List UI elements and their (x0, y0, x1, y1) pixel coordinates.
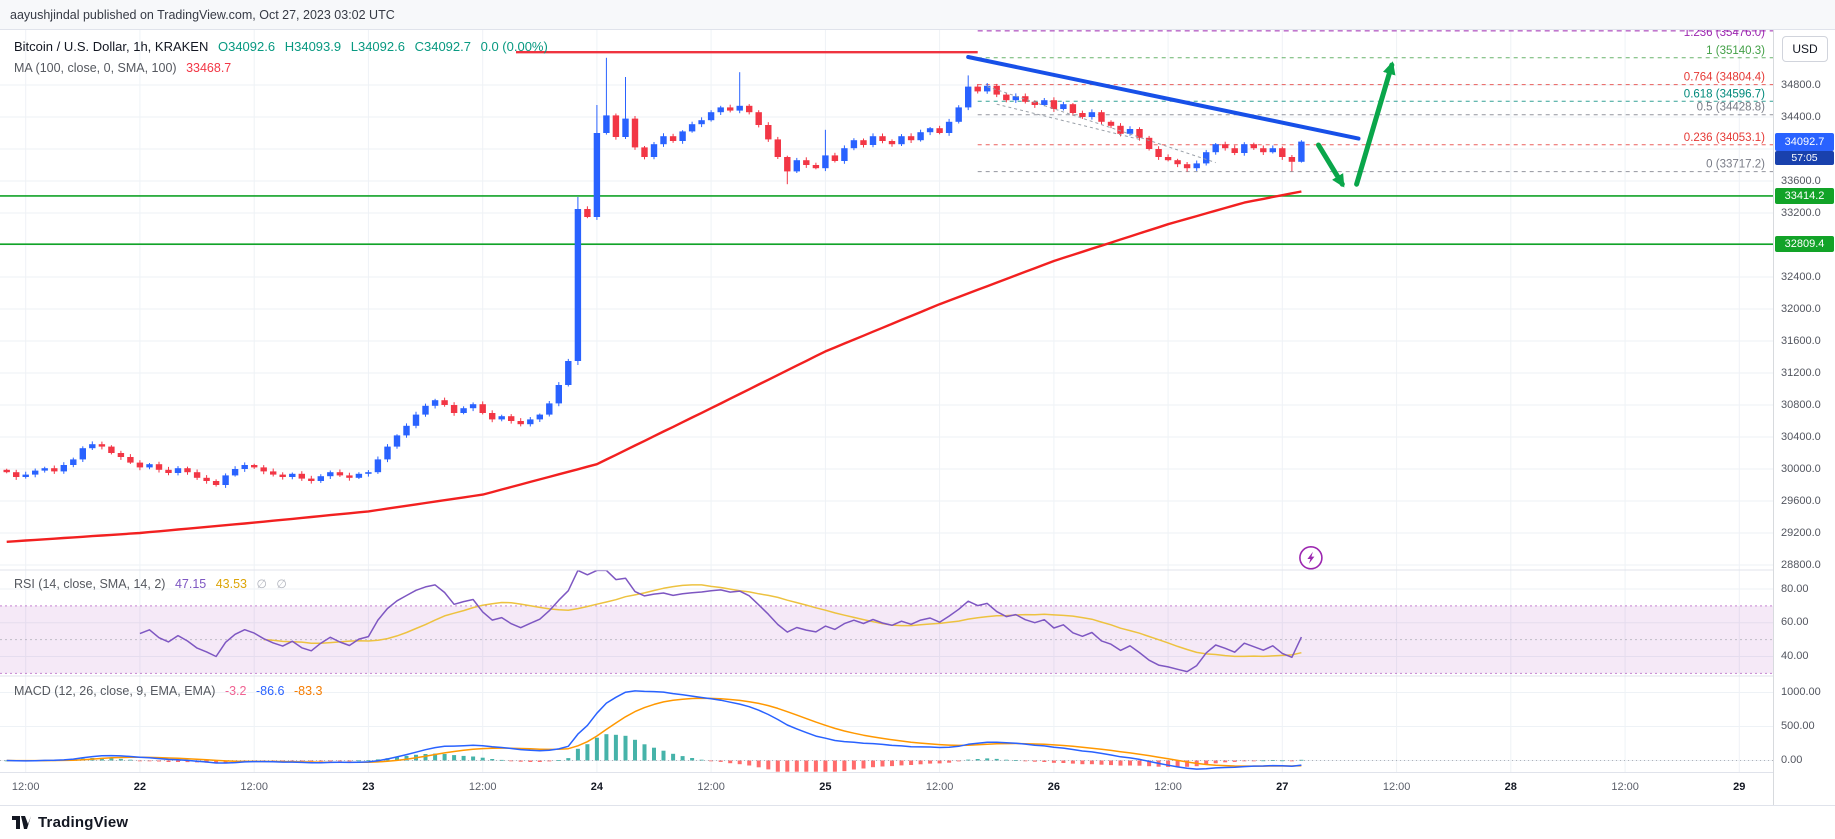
rsi-line (139, 569, 1303, 673)
time-label: 23 (362, 781, 375, 793)
time-label: 12:00 (468, 781, 497, 793)
support-price-flag: 32809.4 (1775, 236, 1834, 253)
candles (3, 57, 1305, 488)
ohlc-high: H34093.9 (284, 39, 342, 54)
price-tick-label: 33200.0 (1781, 206, 1821, 219)
symbol-title: Bitcoin / U.S. Dollar, 1h, KRAKEN (14, 39, 209, 54)
price-tick-label: 32000.0 (1781, 302, 1821, 315)
rsi-legend-label: RSI (14, close, SMA, 14, 2) (14, 577, 166, 591)
price-scale[interactable]: USD 34092.7 57:05 34800.034400.034000.03… (1773, 30, 1835, 805)
lightning-glyph (1307, 551, 1315, 564)
macd-line (6, 690, 1302, 770)
fib-level-label: 0.618 (34596.7) (1684, 88, 1765, 100)
time-scale[interactable]: 12:00 22 12:00 23 12:00 24 12:00 25 12:00 26 12:00… (0, 772, 1773, 805)
currency-button[interactable]: USD (1782, 36, 1828, 62)
time-label: 12:00 (697, 781, 725, 793)
price-tick-label: 31200.0 (1781, 366, 1821, 379)
price-tick-label: 28800.0 (1781, 558, 1821, 571)
ohlc-low: L34092.6 (350, 39, 405, 54)
time-label: 12:00 (1382, 781, 1411, 793)
macd-tick-label: 1000.00 (1781, 686, 1821, 698)
macd-legend-label: MACD (12, 26, close, 9, EMA, EMA) (14, 684, 216, 698)
time-label: 27 (1276, 781, 1289, 793)
hidden-series-icon: ∅ (276, 577, 287, 591)
rsi-legend: RSI (14, close, SMA, 14, 2) 47.15 43.53 … (14, 577, 293, 591)
current-price-flag: 34092.7 (1775, 132, 1834, 151)
rsi-tick-label: 60.00 (1781, 616, 1809, 629)
price-tick-label: 29600.0 (1781, 494, 1821, 507)
time-label: 12:00 (1154, 781, 1182, 793)
macd-signal-value: -83.3 (293, 684, 323, 698)
price-tick-label: 32400.0 (1781, 270, 1821, 283)
time-label: 25 (819, 781, 832, 793)
fib-level-label: 0.5 (34428.8) (1697, 102, 1766, 114)
macd-signal-line (6, 697, 1302, 767)
ohlc-open: O34092.6 (217, 39, 276, 54)
hidden-series-icon: ∅ (256, 577, 267, 591)
macd-tick-label: 500.00 (1781, 720, 1815, 732)
symbol-legend: Bitcoin / U.S. Dollar, 1h, KRAKEN O34092… (14, 39, 554, 54)
time-label: 28 (1504, 781, 1517, 793)
publish-watermark-bar: aayushjindal published on TradingView.co… (0, 0, 1835, 30)
rsi-tick-label: 40.00 (1781, 650, 1809, 662)
time-label: 12:00 (1611, 781, 1639, 793)
projection-arrow[interactable] (1354, 61, 1396, 187)
price-tick-label: 34400.0 (1781, 110, 1821, 123)
ma-legend-value: 33468.7 (186, 61, 232, 75)
time-label: 12:00 (11, 781, 40, 793)
macd-legend: MACD (12, 26, close, 9, EMA, EMA) -3.2 -… (14, 684, 328, 698)
tradingview-brand: TradingView (38, 814, 129, 831)
descending-trendline[interactable] (966, 55, 1361, 141)
fib-level-label: 0.236 (34053.1) (1684, 132, 1765, 144)
ohlc-change: 0.0 (0.00%) (480, 39, 548, 54)
time-label: 22 (133, 781, 147, 793)
time-label: 24 (590, 781, 604, 793)
price-tick-label: 30800.0 (1781, 398, 1821, 411)
time-label: 26 (1047, 781, 1061, 793)
price-tick-label: 30400.0 (1781, 430, 1821, 443)
bar-countdown-flag: 57:05 (1775, 150, 1834, 165)
dashed-guide-line[interactable] (996, 103, 1140, 140)
macd-hist-value: -3.2 (224, 684, 247, 698)
tradingview-logo-icon (12, 816, 31, 829)
rsi-ma-line (263, 584, 1302, 658)
time-label: 12:00 (240, 781, 268, 793)
ma100-line (6, 190, 1302, 543)
rsi-value: 47.15 (174, 577, 207, 591)
fib-level-label: 0 (33717.2) (1706, 159, 1765, 171)
price-tick-label: 29200.0 (1781, 526, 1821, 539)
time-label: 29 (1733, 781, 1746, 793)
footer-bar: TradingView (0, 805, 1835, 839)
price-tick-label: 34800.0 (1781, 78, 1821, 91)
dashed-guide-line[interactable] (987, 86, 1216, 164)
fib-level-label: 0.764 (34804.4) (1684, 72, 1765, 84)
support-price-flag: 33414.2 (1775, 187, 1834, 204)
watermark-text: aayushjindal published on TradingView.co… (10, 7, 395, 22)
macd-value: -86.6 (255, 684, 285, 698)
macd-tick-label: 0.00 (1781, 754, 1803, 766)
rsi-tick-label: 80.00 (1781, 582, 1809, 595)
time-label: 12:00 (925, 781, 954, 793)
rsi-ma-value: 43.53 (215, 577, 247, 591)
ma-legend-label: MA (100, close, 0, SMA, 100) (14, 61, 177, 75)
price-tick-label: 33600.0 (1781, 174, 1821, 187)
fib-level-label: 1 (35140.3) (1706, 45, 1765, 57)
ohlc-close: C34092.7 (414, 39, 471, 54)
ma-legend: MA (100, close, 0, SMA, 100) 33468.7 (14, 61, 237, 75)
price-tick-label: 31600.0 (1781, 334, 1821, 347)
macd-histogram (4, 734, 1304, 772)
projection-arrow[interactable] (1316, 142, 1345, 188)
price-tick-label: 30000.0 (1781, 462, 1821, 475)
